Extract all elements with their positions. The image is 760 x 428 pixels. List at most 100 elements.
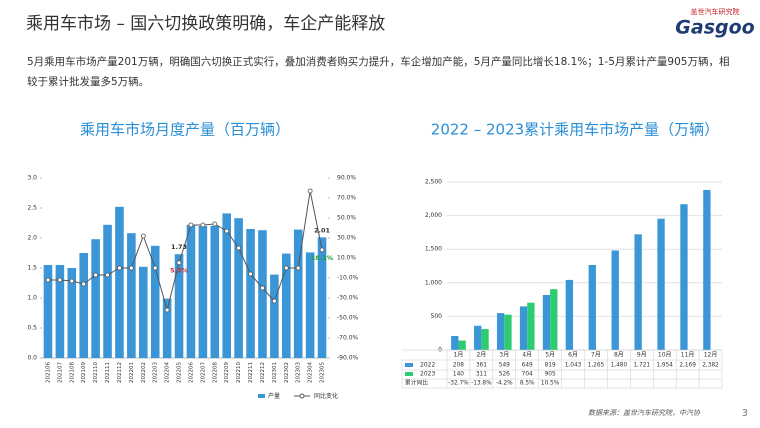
bar xyxy=(451,336,459,350)
y-tick-label: 500 xyxy=(431,313,443,320)
line-marker xyxy=(188,222,194,228)
y-tick-label: 1,500 xyxy=(425,246,442,253)
bar xyxy=(174,254,184,358)
line-marker xyxy=(128,265,134,271)
data-label: 18.1% xyxy=(311,254,334,262)
x-tick-label: 9月 xyxy=(637,352,647,359)
x-tick-label: 1月 xyxy=(454,352,464,359)
bar xyxy=(43,265,53,358)
bar xyxy=(542,294,551,350)
x-tick-label: 10月 xyxy=(658,352,672,359)
line-marker xyxy=(319,247,325,253)
legend-label: 2022 xyxy=(420,362,435,369)
x-tick-label: 202211 xyxy=(248,362,254,383)
bar xyxy=(634,234,642,350)
legend-label: 同比变化 xyxy=(314,392,338,400)
table-cell: 549 xyxy=(499,363,510,369)
line-marker xyxy=(224,228,230,234)
x-tick-label: 202112 xyxy=(117,362,123,383)
line-marker xyxy=(200,222,206,228)
line xyxy=(47,190,323,312)
table-cell: 1,954 xyxy=(656,363,673,369)
summary-text: 5月乘用车市场产量201万辆，明确国六切换正式实行，叠加消费者购买力提升，车企增… xyxy=(27,56,730,88)
x-tick-label: 202301 xyxy=(272,362,278,383)
line-marker xyxy=(152,265,158,271)
line-marker xyxy=(69,278,75,284)
x-tick-label: 2月 xyxy=(476,352,486,359)
logo-cn: 盖世汽车研究院 xyxy=(691,7,740,16)
bar xyxy=(496,313,505,350)
bar xyxy=(317,237,327,358)
y-tick-label: 2.0 xyxy=(27,235,37,242)
bar xyxy=(258,230,267,358)
bar xyxy=(127,233,136,358)
table-cell: 361 xyxy=(476,363,487,369)
y2-tick-label: -90.0% xyxy=(337,355,359,362)
x-tick-label: 3月 xyxy=(499,352,509,359)
bar xyxy=(270,274,279,358)
line-marker xyxy=(164,307,170,313)
y-tick-label: 0.0 xyxy=(27,355,37,362)
x-tick-label: 202202 xyxy=(141,362,147,383)
x-tick-label: 11月 xyxy=(681,352,695,359)
slide-title: 乘用车市场 – 国六切换政策明确，车企产能释放 xyxy=(26,14,385,34)
x-tick-label: 202209 xyxy=(224,362,230,383)
x-tick-label: 202109 xyxy=(81,362,87,383)
table-cell: 1,721 xyxy=(633,363,650,369)
bar xyxy=(519,306,528,350)
bar xyxy=(565,279,574,350)
bar xyxy=(234,218,243,358)
x-tick-label: 202201 xyxy=(129,362,135,383)
x-tick-label: 202303 xyxy=(296,362,302,383)
x-tick-label: 5月 xyxy=(545,352,555,359)
line-marker xyxy=(81,281,87,287)
x-tick-label: 4月 xyxy=(522,352,532,359)
bar xyxy=(162,298,172,358)
bar xyxy=(550,289,558,350)
line-marker xyxy=(212,221,218,227)
line-marker xyxy=(117,265,122,271)
x-tick-label: 8月 xyxy=(614,352,624,359)
bar xyxy=(293,229,303,358)
table-cell: 2,382 xyxy=(702,363,719,369)
y2-tick-label: 10.0% xyxy=(337,255,356,262)
table-cell: 2,169 xyxy=(679,363,696,369)
bar xyxy=(186,224,196,358)
x-tick-label: 202210 xyxy=(236,362,242,383)
bar xyxy=(527,302,535,350)
bar xyxy=(458,340,466,350)
bar xyxy=(246,229,255,358)
table-cell: 1,043 xyxy=(565,363,582,369)
bar xyxy=(150,245,160,358)
chart-title: 乘用车市场月度产量（百万辆） xyxy=(80,121,290,139)
line-marker xyxy=(45,277,51,283)
legend-swatch xyxy=(405,372,413,376)
line-marker xyxy=(140,233,146,239)
data-label: 1.73 xyxy=(171,243,187,251)
x-tick-label: 202106 xyxy=(45,362,51,383)
line-marker xyxy=(271,298,277,304)
y2-tick-label: 90.0% xyxy=(337,175,356,182)
y-tick-label: 0.5 xyxy=(27,325,37,332)
line-marker xyxy=(176,260,182,266)
bar xyxy=(222,213,231,358)
line-marker xyxy=(295,265,301,271)
table-cell: 649 xyxy=(522,363,533,369)
x-tick-label: 202204 xyxy=(165,362,171,383)
page-number: 3 xyxy=(742,408,748,419)
bar xyxy=(588,264,596,350)
line-marker xyxy=(236,245,242,251)
x-tick-label: 202304 xyxy=(308,362,314,383)
table-cell: -32.7% xyxy=(448,381,469,387)
table-cell: 1,265 xyxy=(588,363,605,369)
bar xyxy=(504,314,512,350)
table-cell: 140 xyxy=(453,372,464,378)
bar xyxy=(55,265,65,358)
table-cell: -13.8% xyxy=(471,381,492,387)
bar xyxy=(680,204,688,350)
table-cell: 819 xyxy=(545,363,556,369)
x-tick-label: 202111 xyxy=(105,362,111,383)
bar xyxy=(657,218,665,350)
x-tick-label: 6月 xyxy=(568,352,578,359)
